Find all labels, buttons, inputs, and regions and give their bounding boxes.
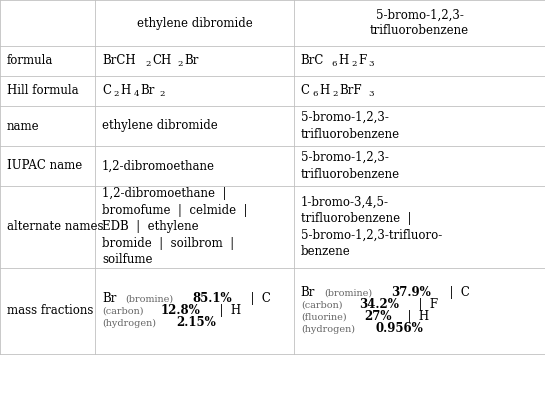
Text: 12.8%: 12.8% xyxy=(160,304,200,318)
Text: 5-bromo-1,2,3-
trifluorobenzene: 5-bromo-1,2,3- trifluorobenzene xyxy=(370,8,469,38)
Text: |  H: | H xyxy=(400,310,429,324)
Text: F: F xyxy=(358,54,366,68)
Text: 2: 2 xyxy=(113,90,119,98)
Text: C: C xyxy=(102,84,111,98)
Text: 2: 2 xyxy=(351,60,356,68)
Text: 2: 2 xyxy=(146,60,150,68)
Text: 5-bromo-1,2,3-
trifluorobenzene: 5-bromo-1,2,3- trifluorobenzene xyxy=(301,111,400,141)
Text: 2: 2 xyxy=(177,60,183,68)
Text: C: C xyxy=(301,84,310,98)
Text: Hill formula: Hill formula xyxy=(7,84,78,98)
Text: 2: 2 xyxy=(159,90,165,98)
Text: Br: Br xyxy=(301,286,315,300)
Text: BrC: BrC xyxy=(301,54,324,68)
Text: 6: 6 xyxy=(331,60,336,68)
Text: ethylene dibromide: ethylene dibromide xyxy=(102,120,217,132)
Text: 5-bromo-1,2,3-
trifluorobenzene: 5-bromo-1,2,3- trifluorobenzene xyxy=(301,151,400,181)
Text: BrCH: BrCH xyxy=(102,54,136,68)
Text: Br: Br xyxy=(102,292,116,306)
Text: |  F: | F xyxy=(411,298,438,312)
Text: 1,2-dibromoethane  |
bromofume  |  celmide  |
EDB  |  ethylene
bromide  |  soilb: 1,2-dibromoethane | bromofume | celmide … xyxy=(102,188,247,266)
Text: (fluorine): (fluorine) xyxy=(301,312,347,322)
Text: 2: 2 xyxy=(332,90,338,98)
Text: 34.2%: 34.2% xyxy=(359,298,399,312)
Text: |  C: | C xyxy=(443,286,470,300)
Text: Br: Br xyxy=(141,84,155,98)
Text: (bromine): (bromine) xyxy=(125,294,173,304)
Text: IUPAC name: IUPAC name xyxy=(7,160,82,172)
Text: BrF: BrF xyxy=(340,84,362,98)
Text: |  H: | H xyxy=(211,304,241,318)
Text: (hydrogen): (hydrogen) xyxy=(102,318,156,328)
Text: CH: CH xyxy=(152,54,172,68)
Text: 3: 3 xyxy=(369,60,374,68)
Text: 85.1%: 85.1% xyxy=(192,292,232,306)
Text: (bromine): (bromine) xyxy=(324,288,372,298)
Text: 1-bromo-3,4,5-
trifluorobenzene  |
5-bromo-1,2,3-trifluoro-
benzene: 1-bromo-3,4,5- trifluorobenzene | 5-brom… xyxy=(301,196,442,258)
Text: 2.15%: 2.15% xyxy=(177,316,216,330)
Text: 6: 6 xyxy=(312,90,318,98)
Text: 27%: 27% xyxy=(365,310,392,324)
Text: |  C: | C xyxy=(244,292,271,306)
Text: H: H xyxy=(120,84,131,98)
Text: 1,2-dibromoethane: 1,2-dibromoethane xyxy=(102,160,215,172)
Text: name: name xyxy=(7,120,39,132)
Text: ethylene dibromide: ethylene dibromide xyxy=(137,16,253,30)
Text: 3: 3 xyxy=(369,90,374,98)
Text: 37.9%: 37.9% xyxy=(391,286,431,300)
Text: formula: formula xyxy=(7,54,53,68)
Text: (carbon): (carbon) xyxy=(102,306,143,316)
Text: Br: Br xyxy=(184,54,198,68)
Text: alternate names: alternate names xyxy=(7,220,103,234)
Text: (hydrogen): (hydrogen) xyxy=(301,324,355,334)
Text: 4: 4 xyxy=(134,90,139,98)
Text: 0.956%: 0.956% xyxy=(376,322,423,336)
Text: H: H xyxy=(319,84,330,98)
Text: (carbon): (carbon) xyxy=(301,300,342,310)
Text: mass fractions: mass fractions xyxy=(7,304,93,318)
Text: H: H xyxy=(338,54,348,68)
